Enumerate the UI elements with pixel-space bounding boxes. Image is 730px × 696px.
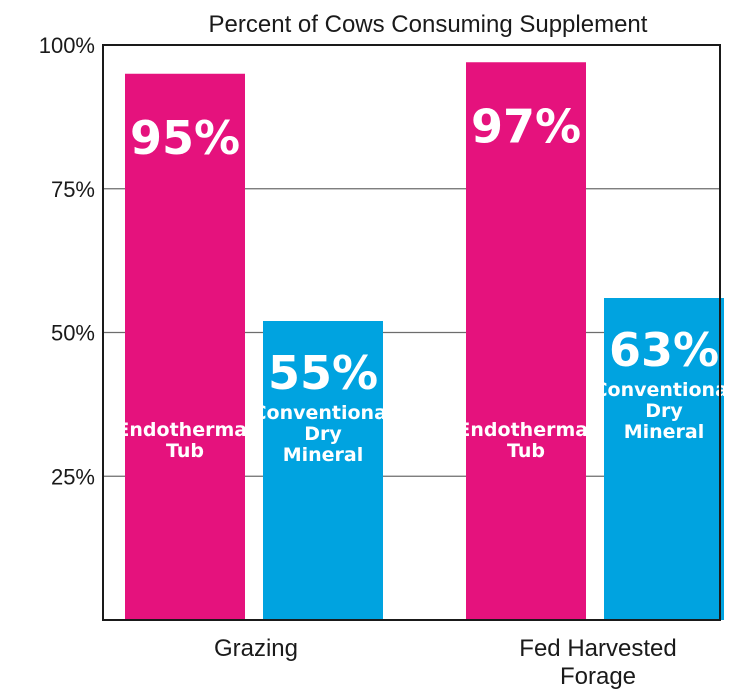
- bar-value-label: 55%: [268, 346, 378, 400]
- y-tick-label: 100%: [39, 33, 95, 58]
- bar-value-label: 97%: [471, 99, 581, 153]
- x-category-label: Fed Harvested: [519, 635, 676, 662]
- bar-series-label: Tub: [166, 440, 204, 462]
- bar-series-label: Conventional: [253, 402, 394, 424]
- bar: [466, 62, 586, 620]
- bar-series-label: Conventional: [594, 379, 730, 401]
- plot-frame: [102, 44, 721, 621]
- bar-series-label: Endothermal: [116, 419, 253, 441]
- chart-title: Percent of Cows Consuming Supplement: [209, 11, 648, 38]
- plot-border: [102, 44, 721, 621]
- bar-value-label: 63%: [609, 323, 719, 377]
- x-category-label: Forage: [560, 663, 636, 690]
- y-tick-label: 25%: [51, 464, 95, 489]
- bar: [604, 298, 724, 620]
- bar-value-label: 95%: [130, 111, 240, 165]
- bar-series-label: Endothermal: [457, 419, 594, 441]
- y-tick-label: 75%: [51, 177, 95, 202]
- y-tick-label: 50%: [51, 321, 95, 346]
- bar: [263, 321, 383, 620]
- bar-series-label: Dry: [645, 400, 683, 422]
- y-axis-ticks: 25% 50% 75% 100%: [39, 33, 95, 489]
- bars-layer: 95%EndothermalTub97%EndothermalTub55%Con…: [116, 62, 730, 620]
- x-category-label: Grazing: [214, 635, 298, 662]
- bar-series-label: Dry: [304, 423, 342, 445]
- bar-series-label: Mineral: [283, 444, 364, 466]
- bar-series-label: Tub: [507, 440, 545, 462]
- bar: [125, 73, 245, 620]
- bar-series-label: Mineral: [624, 421, 705, 443]
